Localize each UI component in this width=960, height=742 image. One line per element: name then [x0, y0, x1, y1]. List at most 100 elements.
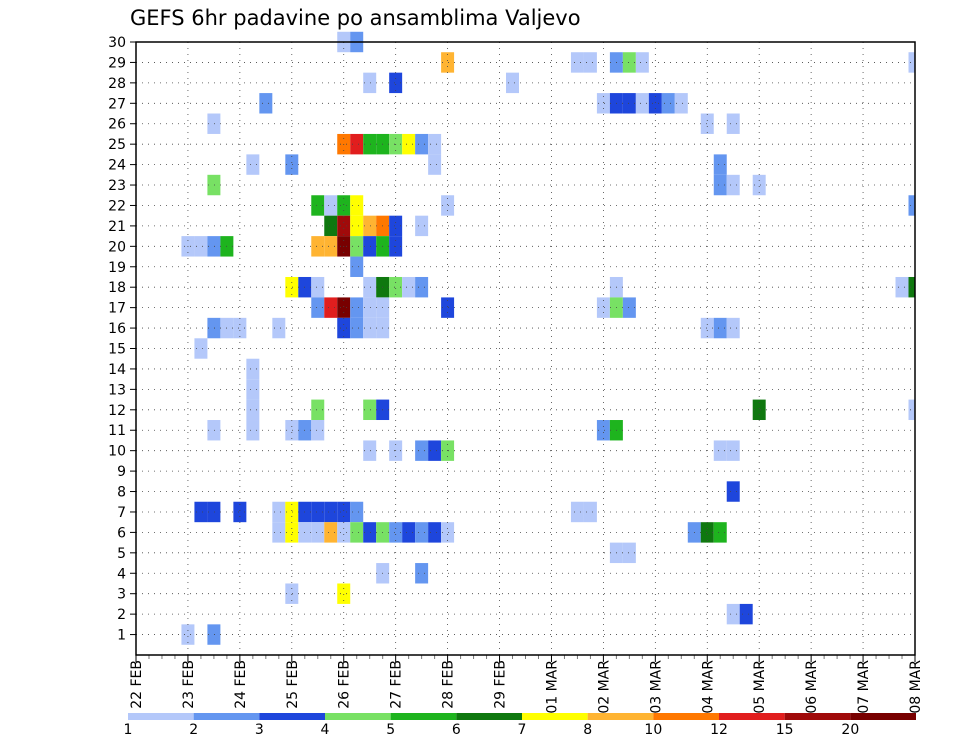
x-tick-label: 23 FEB — [181, 660, 197, 709]
y-tick-label: 4 — [117, 566, 126, 582]
heatmap-cell — [700, 317, 714, 339]
heatmap-cell — [739, 603, 753, 625]
x-tick-label: 26 FEB — [337, 660, 353, 709]
heatmap-cell — [752, 174, 766, 196]
heatmap-cell — [441, 52, 455, 73]
heatmap-cell — [570, 52, 584, 73]
heatmap-cell — [246, 420, 260, 441]
heatmap-cell — [596, 93, 610, 114]
heatmap-cell — [350, 256, 364, 277]
heatmap-cell — [389, 522, 403, 543]
heatmap-cell — [402, 276, 416, 298]
heatmap-cell — [908, 276, 915, 298]
chart-title: GEFS 6hr padavine po ansamblima Valjevo — [130, 6, 581, 30]
heatmap-cell — [285, 276, 299, 298]
y-tick-label: 29 — [108, 55, 126, 71]
heatmap-cell — [752, 399, 766, 421]
heatmap-cell — [311, 236, 325, 257]
y-tick-label: 27 — [108, 96, 126, 112]
heatmap-cell — [622, 542, 636, 564]
heatmap-cell — [570, 501, 584, 523]
y-tick-label: 10 — [108, 444, 126, 460]
heatmap-cell — [324, 236, 338, 257]
y-tick-label: 19 — [108, 260, 126, 276]
y-tick-label: 6 — [117, 525, 126, 541]
heatmap-cell — [337, 215, 351, 237]
x-tick-label: 05 MAR — [752, 660, 768, 714]
heatmap-cell — [233, 317, 247, 339]
heatmap-cell — [389, 276, 403, 298]
heatmap-cell — [207, 174, 221, 196]
heatmap-cell — [272, 317, 286, 339]
heatmap-cell — [285, 420, 299, 441]
heatmap-cell — [194, 236, 208, 257]
heatmap-cell — [596, 297, 610, 318]
heatmap-cell — [311, 420, 325, 441]
heatmap-cell — [350, 215, 364, 237]
heatmap-cell — [324, 501, 338, 523]
heatmap-cell — [713, 440, 727, 461]
heatmap-cell — [363, 133, 377, 155]
y-tick-label: 9 — [117, 464, 126, 480]
heatmap-cell — [583, 52, 597, 73]
heatmap-cell — [350, 501, 364, 523]
y-axis-ticks: 1234567891011121314151617181920212223242… — [108, 35, 136, 644]
x-tick-label: 25 FEB — [285, 660, 301, 709]
heatmap-cell — [246, 154, 260, 175]
heatmap-cell — [207, 317, 221, 339]
colorbar-swatch — [719, 713, 785, 720]
colorbar-swatch — [325, 713, 391, 720]
heatmap-cell — [726, 481, 740, 502]
heatmap-cell — [337, 522, 351, 543]
heatmap-cell — [415, 276, 429, 298]
heatmap-cell — [233, 501, 247, 523]
heatmap-cell — [337, 297, 351, 318]
heatmap-cell — [363, 522, 377, 543]
colorbar-swatch — [259, 713, 325, 720]
heatmap-cell — [207, 236, 221, 257]
y-tick-label: 17 — [108, 301, 126, 317]
y-tick-label: 20 — [108, 239, 126, 255]
colorbar-swatch — [522, 713, 588, 720]
heatmap-cell — [285, 501, 299, 523]
heatmap-cell — [311, 297, 325, 318]
heatmap-cell — [700, 522, 714, 543]
heatmap-cell — [363, 399, 377, 421]
heatmap-cell — [428, 522, 442, 543]
colorbar-label: 12 — [710, 722, 728, 738]
heatmap-cell — [337, 583, 351, 604]
heatmap-cell — [194, 501, 208, 523]
heatmap-cell — [402, 522, 416, 543]
colorbar-swatch — [390, 713, 457, 720]
colorbar-label: 1 — [124, 722, 133, 738]
x-tick-label: 01 MAR — [544, 660, 560, 714]
colorbar-label: 10 — [644, 722, 662, 738]
heatmap-cell — [389, 72, 403, 94]
heatmap-cell — [415, 215, 429, 237]
heatmap-cell — [415, 133, 429, 155]
grid-lines — [136, 41, 915, 655]
heatmap-cell — [713, 174, 727, 196]
colorbar-label: 20 — [841, 722, 859, 738]
heatmap-cell — [415, 440, 429, 461]
heatmap-cell — [713, 317, 727, 339]
heatmap-cell — [661, 93, 675, 114]
heatmap-cell — [713, 154, 727, 175]
heatmap-cell — [350, 236, 364, 257]
y-tick-label: 7 — [117, 505, 126, 521]
heatmap-cell — [363, 276, 377, 298]
colorbar-swatch — [784, 713, 851, 720]
heatmap-cell — [726, 440, 740, 461]
heatmap-cell — [311, 399, 325, 421]
heatmap-cell — [726, 174, 740, 196]
heatmap-cell — [726, 113, 740, 134]
colorbar-swatch — [587, 713, 654, 720]
heatmap-cell — [324, 297, 338, 318]
y-tick-label: 14 — [108, 362, 126, 378]
heatmap-cell — [713, 522, 727, 543]
x-tick-label: 07 MAR — [856, 660, 872, 714]
heatmap-cells — [181, 31, 915, 645]
heatmap-cell — [583, 501, 597, 523]
y-tick-label: 2 — [117, 607, 126, 623]
x-tick-label: 28 FEB — [441, 660, 457, 709]
